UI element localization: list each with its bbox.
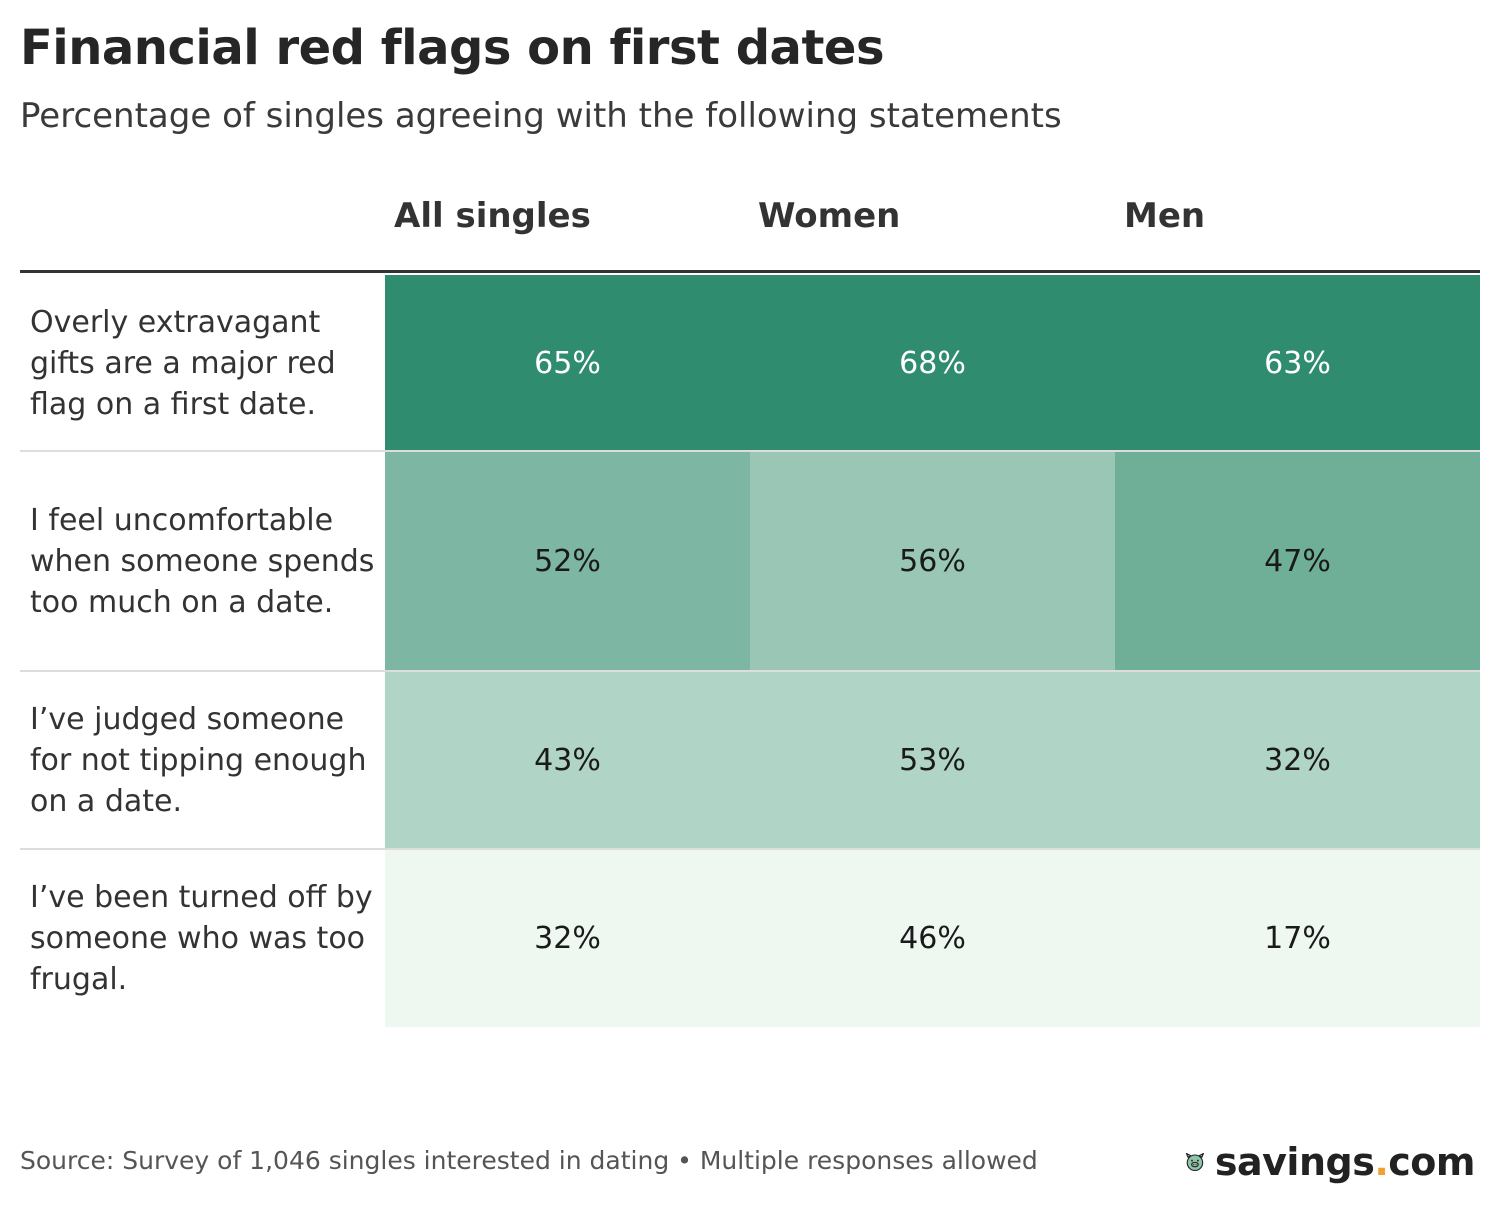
row-label: I feel uncomfortable when someone spends… <box>30 503 375 620</box>
column-header: Women <box>758 196 901 236</box>
row-label: Overly extravagant gifts are a major red… <box>30 304 336 422</box>
cell: 63% <box>1115 275 1480 451</box>
logo-part: . <box>1374 1140 1389 1184</box>
column-header: Men <box>1124 196 1206 236</box>
cell: 17% <box>1115 850 1480 1027</box>
cell: 46% <box>750 850 1115 1027</box>
logo-text: savings.com <box>1214 1140 1476 1184</box>
column-header: All singles <box>394 196 591 236</box>
logo-part: com <box>1388 1140 1475 1184</box>
row-separator <box>20 848 1480 850</box>
row-label: I’ve judged someone for not tipping enou… <box>30 702 367 819</box>
cell: 32% <box>1115 672 1480 849</box>
cell: 68% <box>750 275 1115 451</box>
title: Financial red flags on first dates <box>20 20 885 76</box>
cell: 52% <box>385 452 750 671</box>
row-separator <box>20 450 1480 452</box>
cell: 65% <box>385 275 750 451</box>
cell: 32% <box>385 850 750 1027</box>
subtitle: Percentage of singles agreeing with the … <box>20 96 1062 136</box>
cell: 47% <box>1115 452 1480 671</box>
cell: 43% <box>385 672 750 849</box>
source: Source: Survey of 1,046 singles interest… <box>20 1146 1038 1175</box>
row-label: I’ve been turned off by someone who was … <box>30 880 373 997</box>
logo: savings.com <box>1185 1134 1475 1190</box>
pig-icon <box>1185 1152 1204 1172</box>
row-separator <box>20 670 1480 672</box>
cell: 56% <box>750 452 1115 671</box>
logo-part: savings <box>1214 1140 1375 1184</box>
header-rule <box>20 270 1480 273</box>
cell: 53% <box>750 672 1115 849</box>
